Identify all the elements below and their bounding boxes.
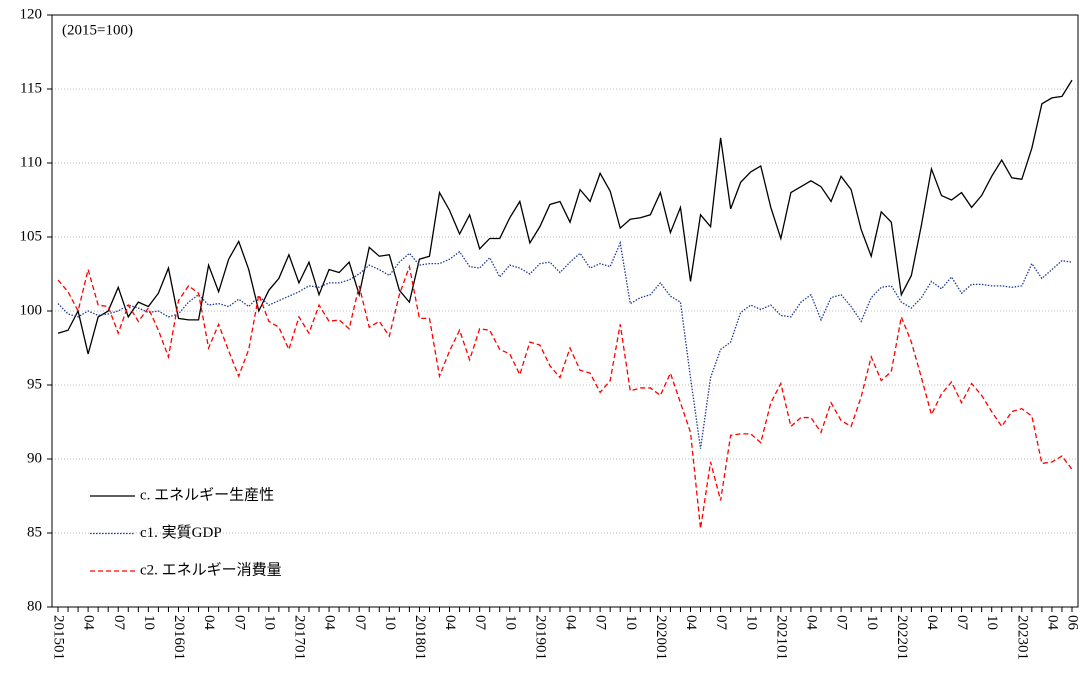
- x-tick-label: 202301: [1014, 615, 1030, 660]
- y-tick-label: 115: [20, 80, 42, 96]
- x-tick-label: 10: [261, 615, 277, 630]
- x-tick-label: 07: [593, 615, 609, 631]
- legend-label: c1. 実質GDP: [140, 523, 222, 541]
- x-tick-label: 07: [713, 615, 729, 631]
- y-tick-label: 80: [27, 598, 42, 614]
- x-tick-label: 201601: [171, 615, 187, 660]
- plot-frame: [51, 14, 1079, 608]
- x-tick-label: 04: [201, 615, 217, 631]
- x-tick-label: 10: [864, 615, 880, 630]
- x-tick-label: 04: [81, 615, 97, 631]
- annotation: (2015=100): [62, 22, 133, 38]
- x-tick-label: 201901: [532, 615, 548, 660]
- x-tick-label: 04: [442, 615, 458, 631]
- line-series: [57, 264, 1073, 529]
- y-tick-label: 110: [20, 154, 42, 170]
- x-tick-label: 202201: [894, 615, 910, 660]
- x-tick-label: 07: [111, 615, 127, 631]
- x-tick-label: 04: [683, 615, 699, 631]
- x-tick-label: 07: [352, 615, 368, 631]
- x-tick-label: 201801: [412, 615, 428, 660]
- x-tick-label: 04: [322, 615, 338, 631]
- y-tick-label: 105: [20, 228, 43, 244]
- x-tick-label: 10: [141, 615, 157, 630]
- y-tick-label: 120: [20, 6, 43, 22]
- y-tick-label: 100: [20, 302, 43, 318]
- x-tick-label: 10: [623, 615, 639, 630]
- x-tick-label: 10: [743, 615, 759, 630]
- x-tick-label: 07: [231, 615, 247, 631]
- x-tick-label: 10: [984, 615, 1000, 630]
- x-tick-label: 201701: [292, 615, 308, 660]
- x-tick-label: 07: [472, 615, 488, 631]
- x-tick-label: 04: [563, 615, 579, 631]
- x-tick-label: 06: [1065, 615, 1081, 631]
- x-tick-label: 04: [924, 615, 940, 631]
- line-series: [57, 79, 1073, 355]
- legend-label: c. エネルギー生産性: [140, 486, 274, 503]
- x-tick-label: 202001: [653, 615, 669, 660]
- x-tick-label: 10: [382, 615, 398, 630]
- x-tick-label: 10: [502, 615, 518, 630]
- x-tick-label: 202101: [773, 615, 789, 660]
- x-tick-label: 07: [834, 615, 850, 631]
- x-tick-label: 201501: [51, 615, 67, 660]
- y-tick-label: 95: [27, 376, 42, 392]
- x-tick-label: 04: [1044, 615, 1060, 631]
- x-tick-label: 07: [954, 615, 970, 631]
- y-tick-label: 85: [27, 524, 42, 540]
- y-tick-label: 90: [27, 450, 42, 466]
- legend-label: c2. エネルギー消費量: [140, 561, 282, 578]
- x-tick-label: 04: [804, 615, 820, 631]
